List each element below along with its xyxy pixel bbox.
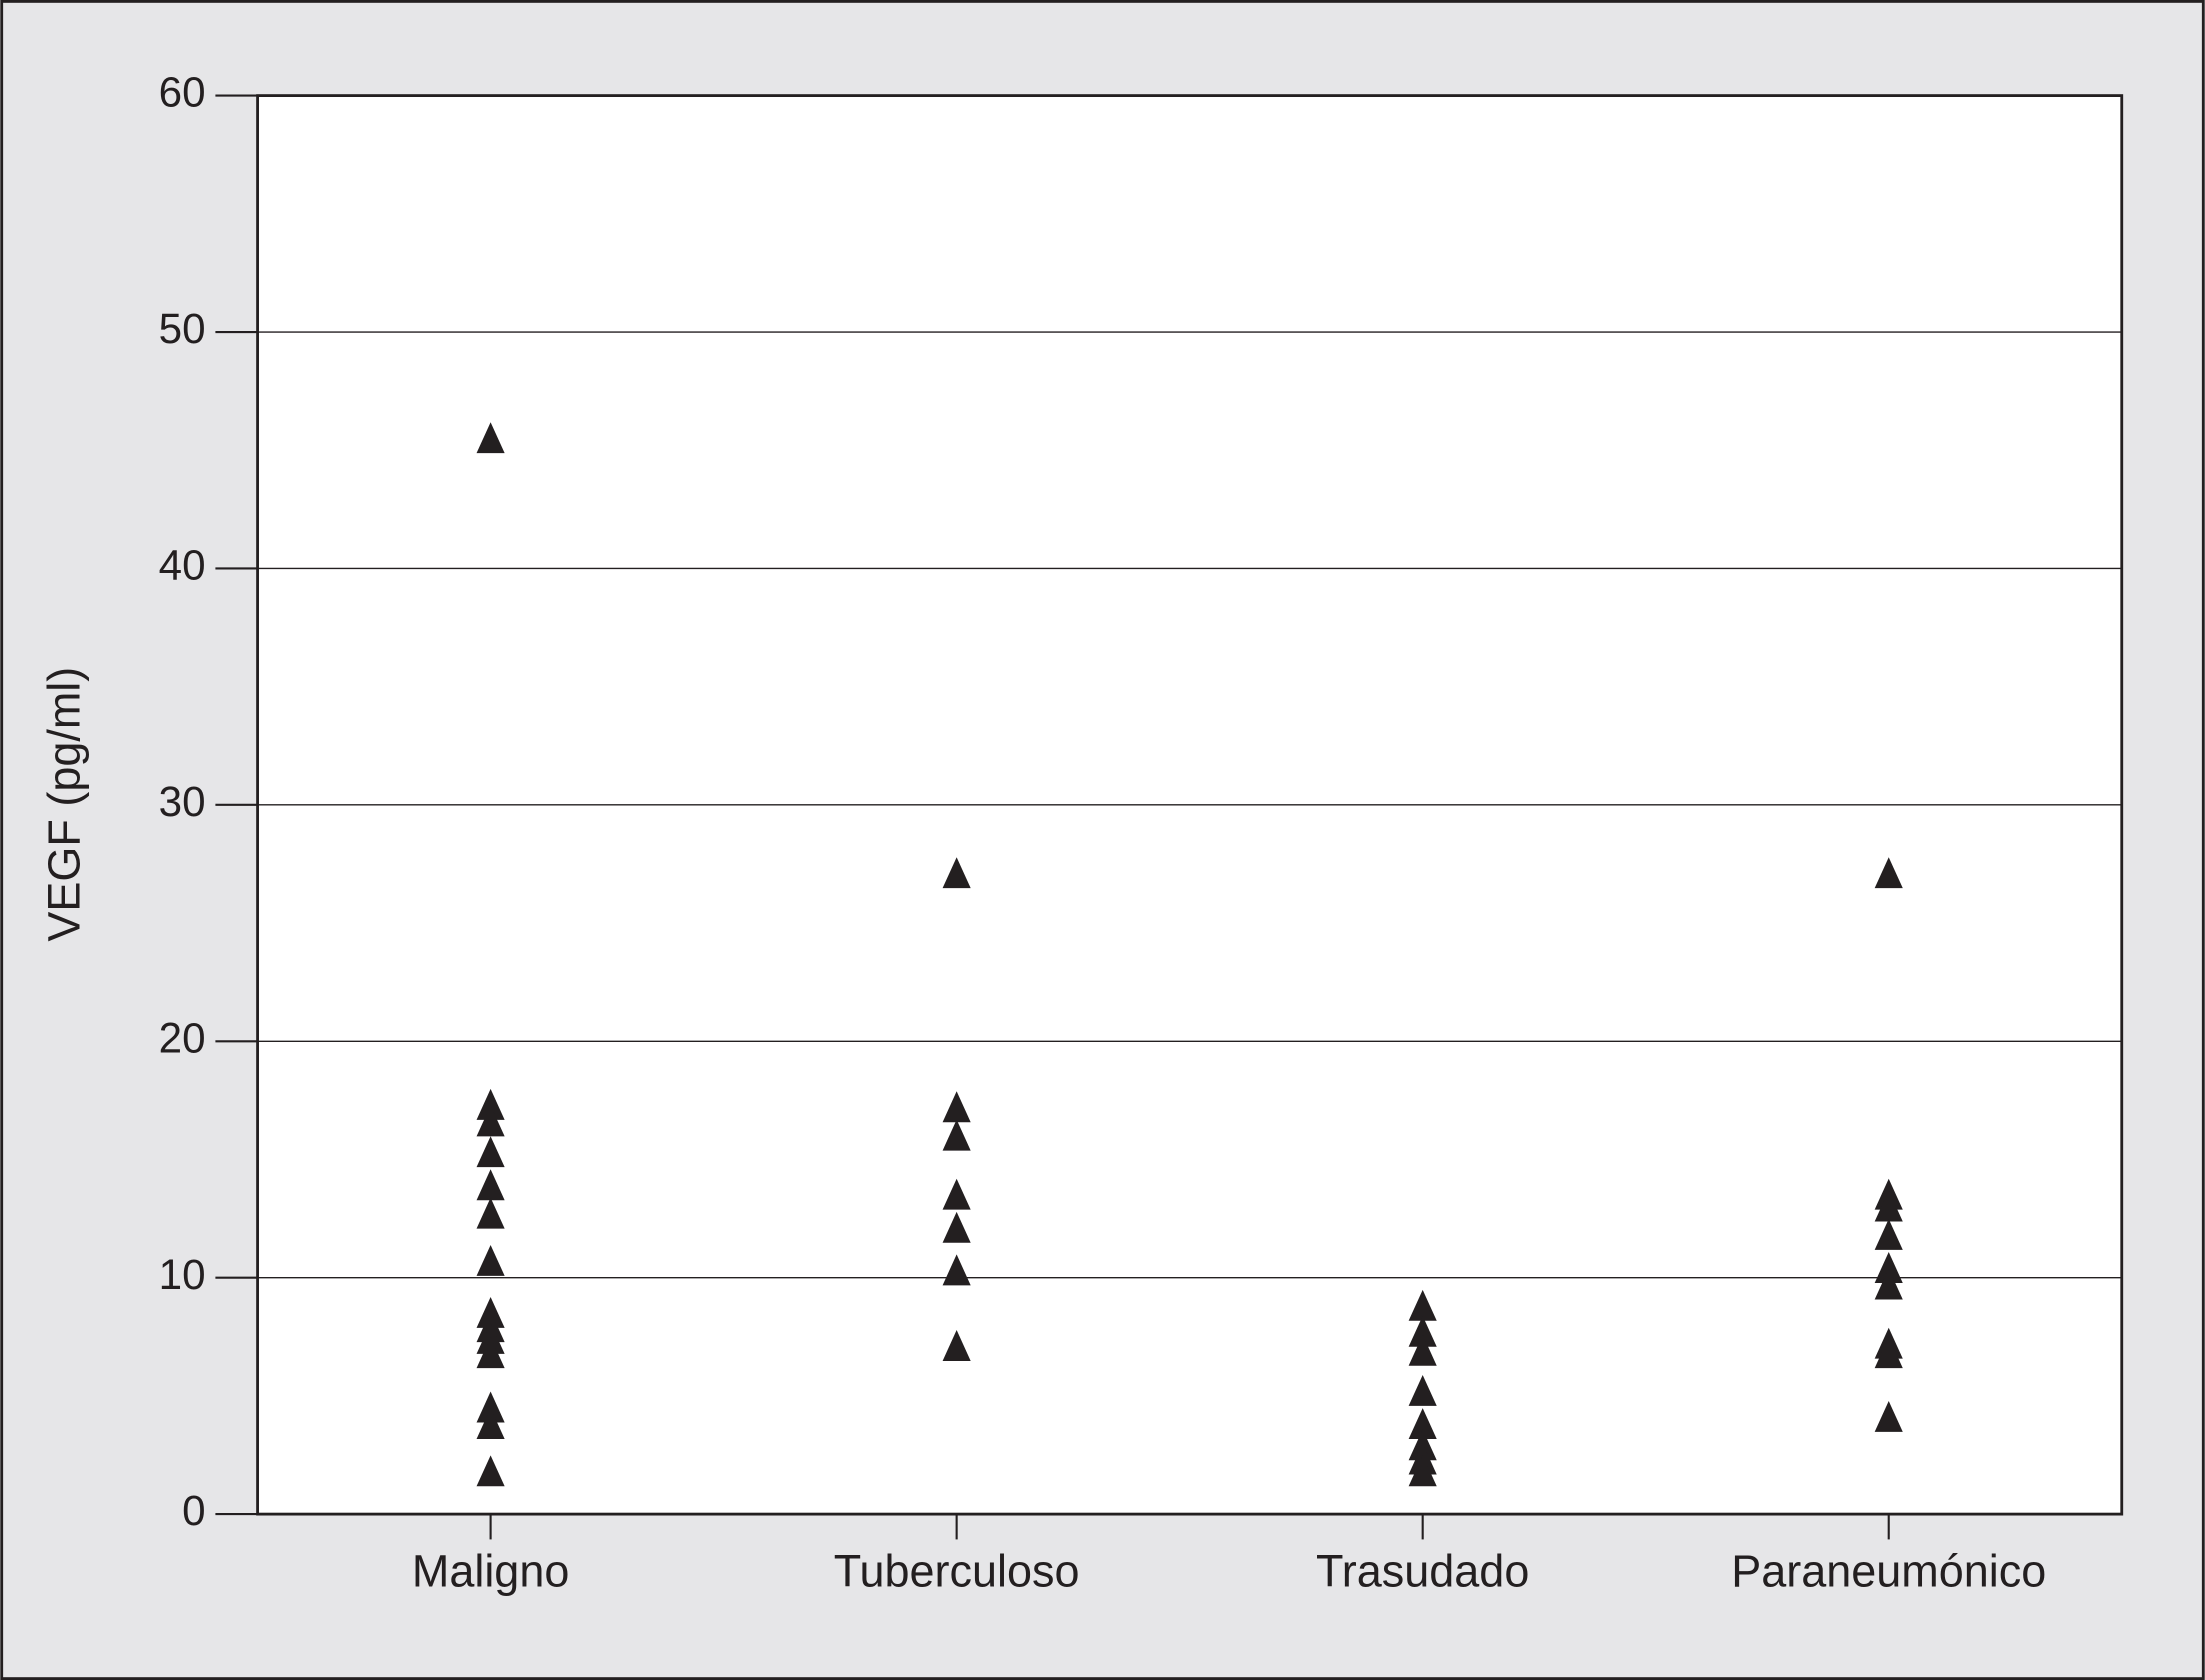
marker bbox=[1408, 1334, 1437, 1366]
x-tick-label: Tuberculoso bbox=[834, 1545, 1080, 1596]
marker bbox=[476, 1169, 505, 1201]
marker bbox=[1408, 1455, 1437, 1487]
y-tick-label: 30 bbox=[159, 778, 206, 825]
marker bbox=[476, 1391, 505, 1423]
y-tick-label: 20 bbox=[159, 1014, 206, 1061]
y-tick-label: 60 bbox=[159, 69, 206, 116]
marker bbox=[942, 1119, 971, 1151]
y-tick-label: 0 bbox=[182, 1487, 205, 1534]
marker bbox=[476, 1088, 505, 1120]
marker bbox=[1408, 1408, 1437, 1440]
marker bbox=[1874, 1252, 1903, 1283]
marker bbox=[942, 1178, 971, 1210]
marker bbox=[1874, 1400, 1903, 1432]
marker bbox=[942, 857, 971, 889]
marker bbox=[942, 1091, 971, 1123]
marker bbox=[476, 1455, 505, 1487]
marker bbox=[476, 422, 505, 454]
y-tick-label: 50 bbox=[159, 305, 206, 352]
marker bbox=[476, 1197, 505, 1229]
marker bbox=[942, 1211, 971, 1243]
x-tick-label: Trasudado bbox=[1316, 1545, 1529, 1596]
marker bbox=[1874, 1337, 1903, 1369]
marker bbox=[1408, 1374, 1437, 1406]
marker bbox=[1874, 1268, 1903, 1300]
y-axis-label: VEGF (pg/ml) bbox=[39, 667, 90, 942]
marker bbox=[476, 1337, 505, 1369]
x-tick-label: Maligno bbox=[412, 1545, 569, 1596]
x-tick-label: Paraneumónico bbox=[1731, 1545, 2046, 1596]
marker bbox=[476, 1105, 505, 1137]
y-tick-label: 40 bbox=[159, 542, 206, 589]
y-tick-label: 10 bbox=[159, 1251, 206, 1298]
marker bbox=[1408, 1315, 1437, 1347]
marker bbox=[1408, 1289, 1437, 1321]
marker bbox=[1874, 857, 1903, 889]
marker bbox=[476, 1136, 505, 1168]
marker bbox=[1874, 1218, 1903, 1250]
marker bbox=[942, 1254, 971, 1286]
marker bbox=[476, 1408, 505, 1440]
marker bbox=[1874, 1190, 1903, 1222]
marker bbox=[476, 1244, 505, 1276]
marker bbox=[942, 1330, 971, 1361]
